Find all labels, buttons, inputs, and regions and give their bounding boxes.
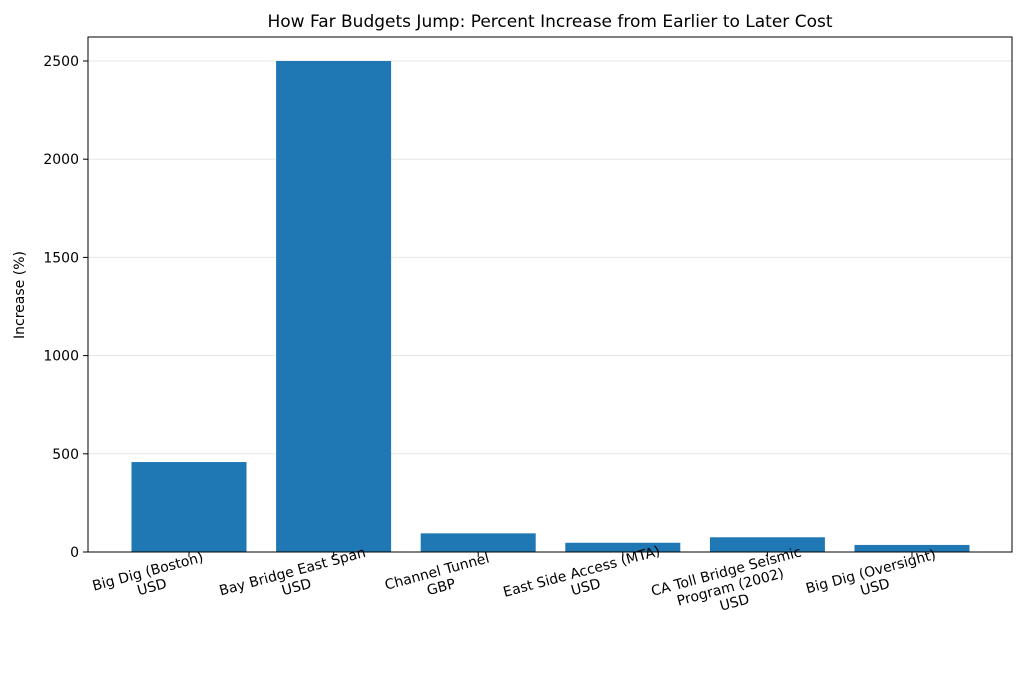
bar: [709, 537, 825, 552]
plot-frame: [87, 36, 1013, 553]
y-tick-label: 0: [70, 545, 79, 561]
bar: [854, 544, 970, 552]
x-tick-label-line: GBP: [425, 576, 457, 599]
x-tick-label-line: USD: [718, 591, 751, 614]
x-tick-label-line: USD: [569, 576, 602, 599]
x-tick-label: Channel TunnelGBP: [383, 550, 495, 609]
x-tick-label: CA Toll Bridge SeismicProgram (2002)USD: [650, 544, 812, 630]
x-tick-label: East Side Access (MTA)USD: [502, 543, 667, 616]
x-tick-label: Bay Bridge East SpanUSD: [218, 545, 372, 615]
x-tick-label-line: USD: [859, 576, 892, 599]
bar: [276, 61, 392, 552]
y-tick-label: 2500: [43, 54, 79, 70]
x-tick-label: Big Dig (Oversight)USD: [804, 547, 942, 613]
x-tick-label-line: USD: [136, 576, 169, 599]
bar: [420, 533, 536, 552]
x-tick-label: Big Dig (Boston)USD: [91, 550, 210, 610]
bar: [565, 542, 681, 552]
y-tick-label: 2000: [43, 152, 79, 168]
x-tick-label-line: USD: [280, 576, 313, 599]
y-tick-label: 500: [52, 447, 79, 463]
y-tick-label: 1000: [43, 349, 79, 365]
y-axis-label: Increase (%): [12, 251, 28, 339]
y-tick-label: 1500: [43, 250, 79, 266]
bar: [131, 462, 247, 552]
chart-title: How Far Budgets Jump: Percent Increase f…: [268, 12, 833, 32]
